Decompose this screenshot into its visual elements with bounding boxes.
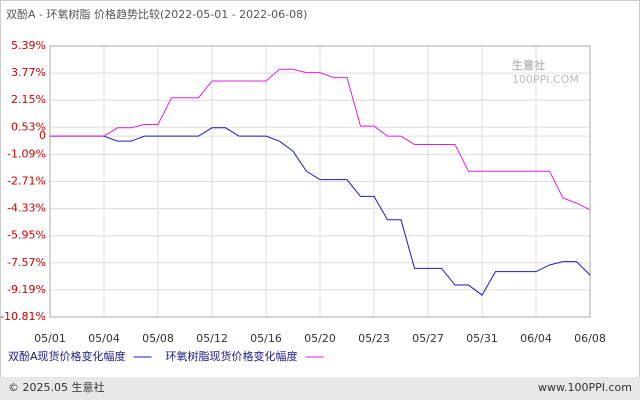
x-tick-label: 05/23 [358, 332, 390, 345]
x-tick-label: 05/20 [304, 332, 336, 345]
y-tick-label: -10.81% [0, 310, 46, 323]
y-tick-label: -2.71% [7, 175, 46, 188]
y-tick-label: -9.19% [7, 283, 46, 296]
x-tick-label: 05/27 [412, 332, 444, 345]
series-line [50, 68, 591, 211]
series-line [50, 127, 591, 296]
y-tick-label: -5.95% [7, 229, 46, 242]
footer-right: www.100PPI.com [538, 381, 632, 394]
x-tick-label: 05/12 [196, 332, 228, 345]
footer-left: © 2025.05 生意社 [8, 380, 104, 394]
x-tick-label: 05/04 [88, 332, 120, 345]
y-tick-label: -1.09% [7, 147, 46, 160]
x-tick-label: 05/08 [142, 332, 174, 345]
plot-border [49, 45, 591, 318]
watermark-sub: 100PPI.COM [512, 73, 579, 86]
x-tick-label: 06/08 [574, 332, 606, 345]
y-tick-label: 0.53% [11, 120, 46, 133]
footer-bar [0, 377, 640, 400]
y-tick-label: -7.57% [7, 256, 46, 269]
y-tick-label: -4.33% [7, 202, 46, 215]
y-tick-label: 2.15% [11, 93, 46, 106]
y-tick-label: 5.39% [11, 39, 46, 52]
legend-label: 双酚A现货价格变化幅度 [8, 349, 126, 363]
x-tick-label: 05/16 [250, 332, 282, 345]
x-tick-label: 05/01 [34, 332, 66, 345]
chart-title: 双酚A - 环氧树脂 价格趋势比较(2022-05-01 - 2022-06-0… [6, 7, 307, 21]
y-tick-label: 0 [39, 129, 46, 142]
legend-label: 环氧树脂现货价格变化幅度 [166, 349, 298, 363]
x-tick-label: 05/31 [466, 332, 498, 345]
y-tick-label: 3.77% [11, 66, 46, 79]
watermark: 生意社 [512, 58, 545, 72]
x-tick-label: 06/04 [520, 332, 552, 345]
